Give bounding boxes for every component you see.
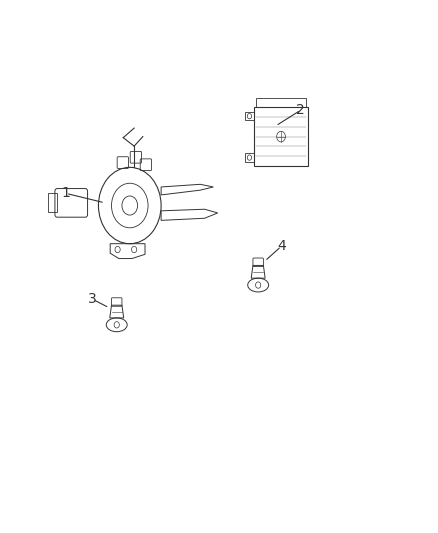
Text: 1: 1 [61, 187, 70, 200]
Text: 2: 2 [297, 103, 305, 117]
Text: 3: 3 [88, 293, 97, 306]
Text: 4: 4 [277, 239, 286, 253]
